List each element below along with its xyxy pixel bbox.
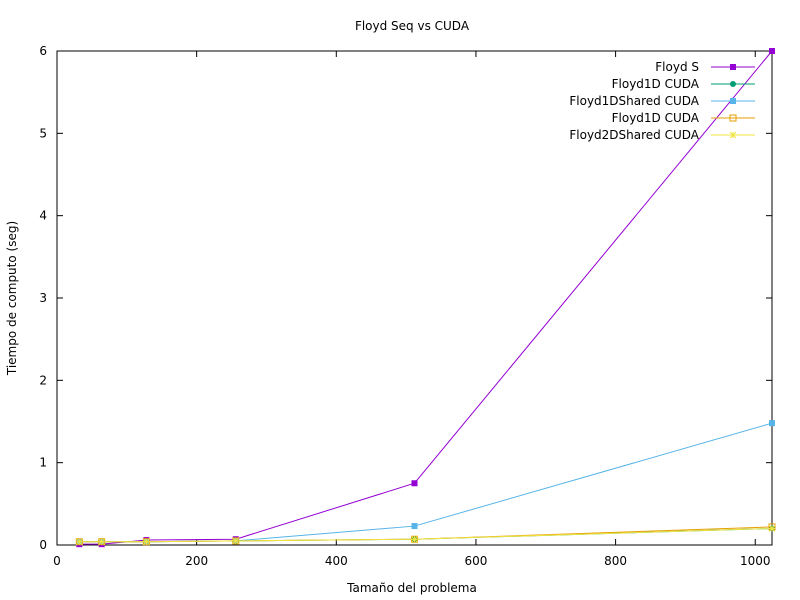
- legend: Floyd S Floyd1D CUDA Floyd1DShared CUDA Flo…: [569, 60, 755, 142]
- data-point: [411, 480, 418, 487]
- legend-item: Floyd S: [655, 60, 755, 74]
- y-tick-label: 0: [39, 538, 47, 552]
- y-tick-label: 1: [39, 456, 47, 470]
- series-line: [79, 422, 773, 543]
- legend-label: Floyd1DShared CUDA: [569, 94, 699, 108]
- data-point: [232, 537, 240, 545]
- x-tick-label: 600: [464, 554, 487, 568]
- y-tick-label: 4: [39, 209, 47, 223]
- y-tick-label: 2: [39, 373, 47, 387]
- data-point: [75, 538, 83, 546]
- x-tick-label: 800: [604, 554, 627, 568]
- series-line: [79, 528, 773, 543]
- series-line: [79, 50, 773, 545]
- data-point: [411, 535, 418, 543]
- y-tick-label: 6: [39, 44, 47, 58]
- x-tick-label: 200: [185, 554, 208, 568]
- y-tick-label: 5: [39, 126, 47, 140]
- data-point: [729, 131, 737, 139]
- data-point: [768, 525, 776, 532]
- data-point: [98, 538, 106, 546]
- x-tick-label: 0: [53, 554, 61, 568]
- x-tick-label: 1000: [740, 554, 771, 568]
- series-5: [75, 525, 776, 546]
- plot-area-border: [56, 50, 773, 546]
- data-point: [730, 81, 736, 87]
- data-point: [730, 64, 736, 70]
- legend-label: Floyd1D CUDA: [612, 111, 700, 125]
- legend-item: Floyd2DShared CUDA: [569, 128, 755, 142]
- series-layer: [75, 48, 776, 548]
- axis-ticks: 0 200 400 600 800 1000 0 1 2 3 4 5 6: [39, 44, 772, 568]
- legend-item: Floyd1DShared CUDA: [569, 94, 755, 108]
- data-point: [769, 48, 775, 54]
- data-point: [143, 538, 150, 546]
- data-point: [730, 98, 736, 104]
- chart-title: Floyd Seq vs CUDA: [355, 19, 470, 33]
- data-point: [729, 114, 737, 122]
- series-3: [76, 420, 775, 545]
- legend-item: Floyd1D CUDA: [612, 111, 755, 125]
- legend-label: Floyd S: [655, 60, 699, 74]
- y-tick-label: 3: [39, 291, 47, 305]
- legend-label: Floyd2DShared CUDA: [569, 128, 699, 142]
- legend-item: Floyd1D CUDA: [612, 77, 755, 91]
- y-axis-label: Tiempo de computo (seg): [5, 221, 19, 376]
- x-tick-label: 400: [325, 554, 348, 568]
- data-point: [769, 420, 775, 427]
- legend-label: Floyd1D CUDA: [612, 77, 700, 91]
- x-axis-label: Tamaño del problema: [346, 581, 477, 595]
- data-point: [411, 523, 418, 530]
